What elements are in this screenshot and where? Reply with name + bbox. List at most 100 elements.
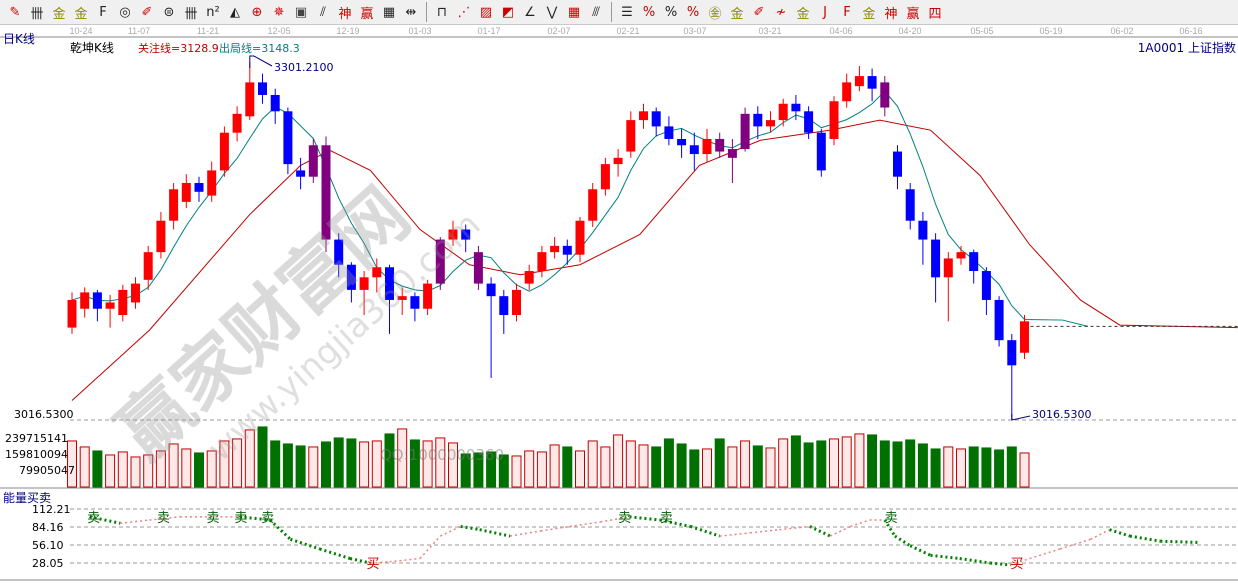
bars-icon[interactable]: ☰ — [621, 4, 633, 20]
candle-body — [308, 145, 318, 177]
angle-icon[interactable]: ∠ — [524, 4, 536, 20]
brush-icon[interactable]: ✐ — [141, 4, 153, 20]
candle-body — [181, 182, 191, 202]
period-label[interactable]: 日K线 — [3, 32, 35, 46]
volume-axis-label: 79905047 — [19, 464, 75, 477]
triangle-icon[interactable]: ◭ — [230, 4, 240, 20]
volume-bar — [155, 450, 166, 488]
volume-bar — [371, 440, 382, 488]
four-fan-icon[interactable]: 四 — [928, 6, 942, 22]
spiral-icon[interactable]: ◎ — [119, 4, 131, 20]
energy-segment — [239, 515, 271, 522]
gold-band-icon[interactable]: 金 — [796, 6, 810, 22]
f-line-icon[interactable]: F — [99, 4, 107, 20]
energy-segment — [850, 519, 870, 528]
volume-bar — [714, 438, 725, 488]
n2-icon[interactable]: n² — [206, 4, 220, 20]
grid-lines-icon[interactable]: 卌 — [30, 6, 44, 22]
volume-bar — [282, 443, 293, 488]
parallel-lines-icon[interactable]: 卌 — [184, 6, 198, 22]
energy-segment — [439, 525, 461, 537]
candle-body — [562, 245, 572, 255]
gold-line-icon[interactable]: 金 — [52, 6, 66, 22]
candle-body — [461, 229, 471, 240]
channel-icon[interactable]: ⫻ — [592, 4, 600, 20]
volume-bar — [829, 438, 839, 488]
percent-line-icon[interactable]: % — [642, 4, 656, 20]
candle-body — [512, 289, 521, 316]
energy-segment — [629, 515, 661, 522]
buy-signal-label: 买 — [1010, 557, 1023, 572]
circle-grid-icon[interactable]: ⊜ — [163, 4, 175, 20]
gann-fan-icon[interactable]: ◩ — [501, 4, 515, 20]
volume-bar — [384, 433, 395, 488]
volume-bar — [575, 450, 585, 488]
square-grid-icon[interactable]: ▣ — [294, 4, 308, 20]
ying-icon[interactable]: 赢 — [360, 6, 374, 22]
fan-icon[interactable]: ⋰ — [457, 4, 471, 20]
gann-box-icon[interactable]: ▨ — [479, 4, 493, 20]
percent-levels-icon[interactable]: % — [686, 4, 700, 20]
volume-bar — [473, 452, 484, 488]
candle-body — [753, 113, 763, 127]
volume-bar — [638, 444, 649, 488]
date-tick-label: 02-21 — [616, 26, 639, 36]
candle-body — [727, 149, 737, 158]
wave-icon[interactable]: ⋁ — [546, 4, 558, 20]
target-icon[interactable]: ⊕ — [251, 4, 263, 20]
gold-line2-icon[interactable]: 金 — [74, 6, 88, 22]
candle-body — [588, 189, 598, 221]
energy-axis-label: 28.05 — [32, 557, 64, 570]
candle-body — [537, 252, 547, 272]
shen-icon[interactable]: 神 — [338, 6, 352, 22]
angle-line-icon[interactable]: ⫽ — [320, 4, 326, 20]
radar-icon[interactable]: ✵ — [273, 4, 285, 20]
ruler-icon[interactable]: ▦ — [382, 4, 396, 20]
drawing-toolbar: ✎ 卌金金 F ◎ ✐ ⊜ 卌 n² ◭ ⊕ ✵ ▣ ⫽ 神赢 ▦ ⇹ ⊓ ⋰ ▨ ◩ ∠ ⋁ ▦ ⫻ ☰%%% ㊎金 ✐ ≁ 金 J F 金… — [0, 0, 1238, 25]
volume-bar — [1019, 452, 1030, 488]
volume-bar — [752, 445, 763, 488]
width-icon[interactable]: ⇹ — [405, 4, 417, 20]
sell-signal-label: 卖 — [87, 511, 100, 526]
candle-body — [67, 299, 77, 328]
energy-segment — [930, 553, 960, 561]
volume-bar — [765, 447, 776, 488]
wave-levels-icon[interactable]: ≁ — [775, 4, 787, 20]
candle-body — [258, 82, 267, 95]
marker-icon[interactable]: ✐ — [753, 4, 765, 20]
shen-fan-icon[interactable]: 神 — [884, 6, 898, 22]
energy-segment — [370, 561, 390, 564]
candle-body — [385, 267, 394, 300]
price-axis-label: 3016.5300 — [14, 408, 74, 421]
candle-body — [969, 252, 979, 272]
volume-bar — [92, 450, 103, 488]
gold-circle-icon[interactable]: ㊎ — [708, 6, 722, 22]
gold-levels-icon[interactable]: 金 — [730, 6, 744, 22]
pen-icon[interactable]: ✎ — [9, 4, 21, 20]
candle-body — [613, 157, 623, 165]
symbol-label: 1A0001 上证指数 — [1137, 41, 1236, 55]
candle-body — [931, 239, 941, 278]
box-icon[interactable]: ⊓ — [436, 4, 448, 20]
candle-body — [92, 292, 102, 309]
energy-segment — [1090, 528, 1110, 540]
table-grid-icon[interactable]: ▦ — [567, 4, 581, 20]
candle-body — [105, 302, 115, 309]
candle-body — [1020, 321, 1029, 353]
volume-bar — [956, 448, 966, 488]
volume-bar — [295, 445, 306, 488]
candle-body — [245, 82, 255, 117]
ying-fan-icon[interactable]: 赢 — [906, 6, 920, 22]
volume-bar — [892, 441, 903, 488]
volume-bar — [536, 451, 547, 488]
percent-icon[interactable]: % — [664, 4, 678, 20]
f-fan-icon[interactable]: F — [843, 4, 851, 20]
gold-fan-icon[interactable]: 金 — [862, 6, 876, 22]
energy-segment — [659, 518, 691, 528]
j-fan-icon[interactable]: J — [823, 4, 827, 20]
candle-body — [486, 283, 496, 297]
exit-line-value: 出局线=3148.3 — [219, 42, 300, 55]
candle-body — [956, 252, 966, 259]
candle-body — [372, 267, 382, 278]
